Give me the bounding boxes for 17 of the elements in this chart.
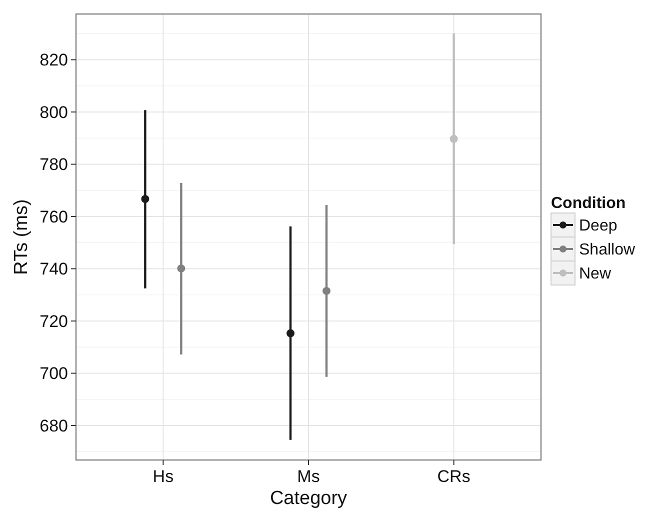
legend-label: Shallow	[579, 242, 636, 259]
y-tick-label: 760	[40, 207, 68, 226]
y-axis-title: RTs (ms)	[11, 199, 32, 275]
legend-label: New	[579, 266, 612, 283]
x-tick-label: Ms	[297, 467, 320, 486]
y-tick-label: 740	[40, 260, 68, 279]
legend-label: Deep	[579, 218, 618, 235]
y-tick-label: 720	[40, 312, 68, 331]
y-tick-label: 700	[40, 364, 68, 384]
y-tick-label: 680	[40, 416, 68, 436]
x-tick-label: Hs	[152, 467, 174, 486]
y-tick-label: 800	[40, 102, 68, 122]
y-tick-label: 780	[40, 155, 68, 174]
y-tick-label: 820	[40, 50, 68, 70]
x-tick-label: CRs	[437, 467, 470, 486]
x-axis-title: Category	[270, 488, 348, 509]
legend-title: Condition	[551, 195, 626, 212]
